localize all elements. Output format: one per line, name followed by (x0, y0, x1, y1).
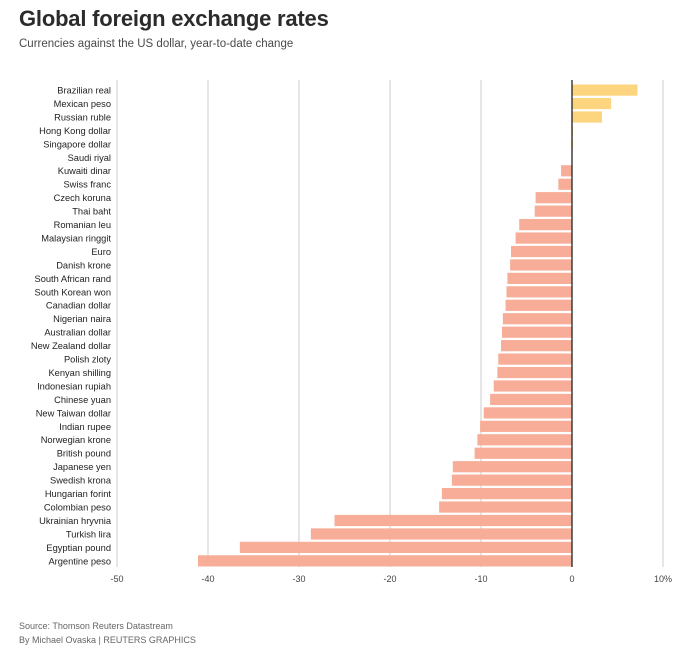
category-label: Nigerian naira (53, 314, 112, 324)
bar (507, 272, 572, 284)
category-label: Singapore dollar (43, 139, 111, 149)
x-tick-label: -10 (474, 574, 487, 584)
bar (510, 259, 572, 271)
bar (483, 407, 572, 419)
bar (534, 205, 572, 217)
x-tick-label: 10% (654, 574, 672, 584)
x-axis-tick-layer: -50 -40 -30 -20 -10 0 10% (110, 574, 672, 584)
category-label: Polish zloty (64, 355, 111, 365)
category-label: South Korean won (35, 287, 112, 297)
category-label: Mexican peso (54, 99, 111, 109)
bar (490, 393, 572, 406)
x-tick-label: 0 (569, 574, 574, 584)
category-label: Indonesian rupiah (37, 381, 111, 391)
bar (497, 366, 572, 379)
x-tick-label: -30 (292, 574, 305, 584)
category-label: Canadian dollar (46, 301, 111, 311)
category-label: Egyptian pound (46, 543, 111, 553)
bar (498, 353, 572, 365)
bar (561, 165, 572, 177)
category-label: Colombian peso (44, 502, 111, 512)
bar (493, 380, 572, 392)
category-label: Turkish lira (66, 529, 112, 539)
category-label: Australian dollar (44, 328, 111, 338)
bar (480, 420, 572, 432)
category-label: Ukrainian hryvnia (39, 516, 112, 526)
category-label: South African rand (35, 274, 112, 284)
category-label: Kenyan shilling (48, 368, 111, 378)
bar (519, 219, 572, 231)
category-label: Japanese yen (53, 462, 111, 472)
category-label: Indian rupee (59, 422, 111, 432)
bar (474, 447, 572, 459)
category-label: Hong Kong dollar (39, 126, 111, 136)
x-tick-label: -40 (201, 574, 214, 584)
category-label: New Taiwan dollar (36, 408, 111, 418)
bar (572, 111, 603, 123)
category-label: New Zealand dollar (31, 341, 111, 351)
x-tick-label: -20 (383, 574, 396, 584)
bar (558, 178, 572, 190)
bar-layer (197, 84, 638, 567)
category-label: Saudi riyal (68, 153, 111, 163)
credit-note: By Michael Ovaska | REUTERS GRAPHICS (19, 635, 196, 645)
category-label: Malaysian ringgit (41, 233, 111, 243)
bar (451, 474, 572, 486)
category-label: Norwegian krone (41, 435, 111, 445)
category-label: Romanian leu (54, 220, 111, 230)
bar (452, 461, 572, 473)
bar (515, 232, 572, 244)
source-note: Source: Thomson Reuters Datastream (19, 621, 173, 631)
category-label-layer: Brazilian real Mexican peso Russian ruble H… (31, 86, 112, 567)
grid-layer (116, 80, 664, 567)
bar (310, 528, 572, 540)
category-label: Russian ruble (54, 112, 111, 122)
bar (197, 555, 573, 567)
category-label: Euro (91, 247, 111, 257)
bar (477, 434, 572, 446)
category-label: Argentine peso (48, 556, 111, 566)
bar (501, 340, 572, 352)
bar (502, 313, 572, 325)
category-label: Hungarian forint (45, 489, 112, 499)
bar (572, 97, 612, 110)
bar (572, 84, 638, 96)
bar (501, 326, 572, 338)
bar (511, 245, 572, 258)
category-label: Czech koruna (54, 193, 112, 203)
category-label: Swiss franc (63, 180, 111, 190)
category-label: Brazilian real (57, 86, 111, 96)
bar (334, 514, 572, 527)
category-label: Thai baht (72, 207, 111, 217)
bar (535, 192, 572, 204)
category-label: Swedish krona (50, 476, 112, 486)
chart-subtitle: Currencies against the US dollar, year-t… (19, 38, 294, 50)
bar (239, 541, 572, 553)
bar (441, 488, 572, 500)
category-label: Chinese yuan (54, 395, 111, 405)
bar (506, 286, 572, 298)
chart-title: Global foreign exchange rates (19, 6, 329, 31)
category-label: Kuwaiti dinar (58, 166, 111, 176)
category-label: Danish krone (56, 260, 111, 270)
bar (505, 299, 572, 311)
category-label: British pound (57, 449, 111, 459)
x-tick-label: -50 (110, 574, 123, 584)
bar (439, 501, 572, 513)
